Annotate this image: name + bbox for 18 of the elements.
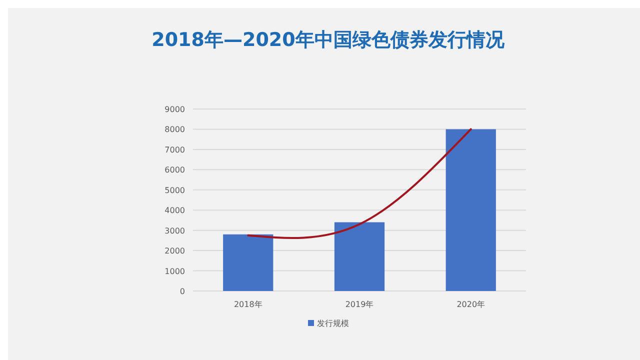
y-tick-label: 5000: [164, 186, 185, 195]
x-tick-label: 2020年: [456, 300, 486, 309]
y-tick-label: 1000: [164, 266, 185, 276]
y-tick-label: 6000: [164, 166, 185, 175]
y-tick-label: 2000: [164, 246, 185, 256]
y-tick-label: 7000: [164, 145, 185, 154]
x-tick-label: 2018年: [234, 300, 262, 309]
bar: [446, 129, 496, 291]
y-tick-label: 9000: [164, 105, 185, 114]
y-tick-label: 3000: [164, 226, 185, 236]
bar: [223, 234, 274, 291]
chart-title: 2018年—2020年中国绿色债券发行情况: [152, 29, 506, 51]
legend-label: 发行规模: [317, 319, 349, 328]
bar: [334, 222, 385, 291]
x-tick-label: 2019年: [345, 300, 374, 309]
y-tick-label: 8000: [164, 125, 185, 134]
y-tick-label: 0: [180, 287, 185, 296]
y-tick-label: 4000: [164, 206, 185, 216]
